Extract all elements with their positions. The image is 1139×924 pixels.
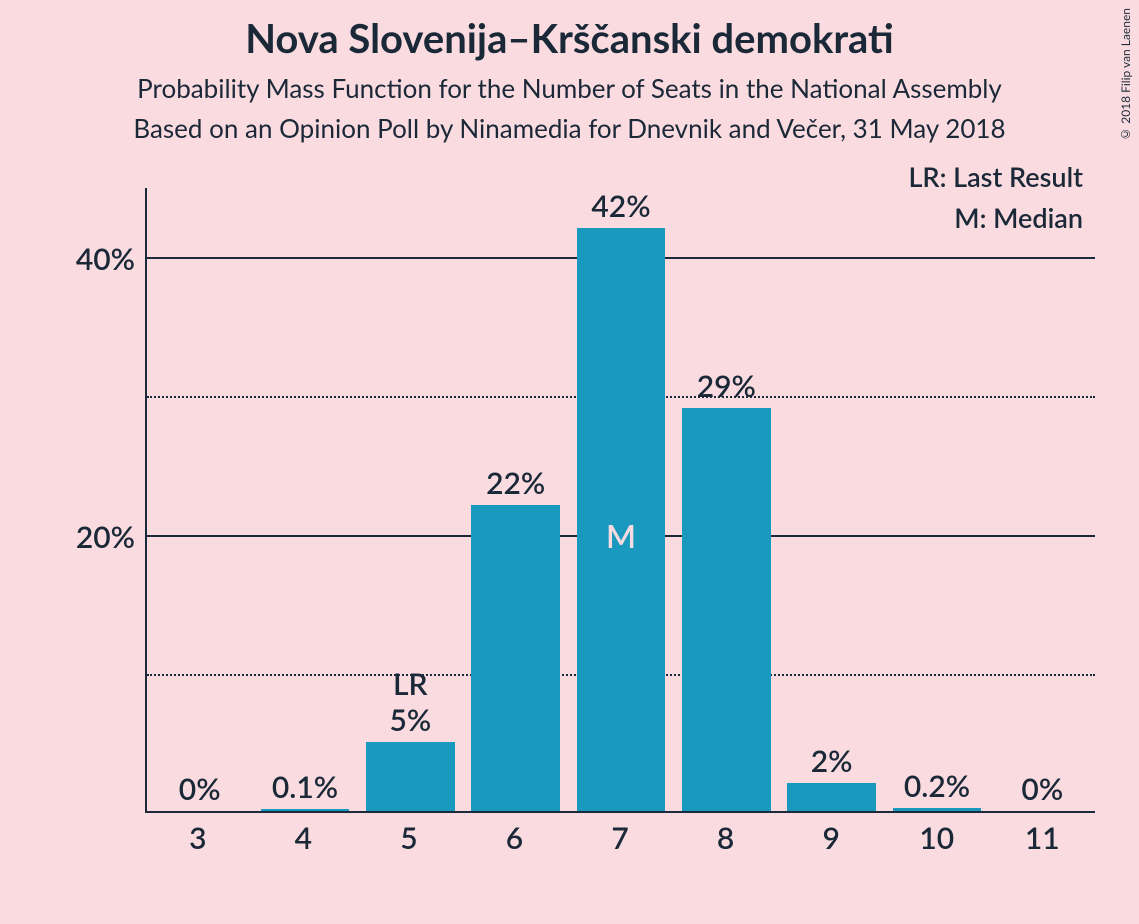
bar: 5%LR: [366, 742, 454, 811]
bar: 29%: [682, 408, 770, 811]
bar-value-label: 0%: [179, 771, 221, 807]
bar-value-label: 0%: [1021, 771, 1063, 807]
bar-slot: 2%: [779, 188, 884, 811]
x-tick-label: 9: [778, 820, 884, 856]
x-tick-label: 3: [145, 820, 251, 856]
bars-container: 0%0.1%5%LR22%42%M29%2%0.2%0%: [147, 188, 1095, 811]
bar: 42%M: [577, 228, 665, 811]
x-tick-label: 10: [884, 820, 990, 856]
bar-value-label: 0.2%: [904, 768, 970, 804]
bar-value-label: 42%: [591, 188, 650, 224]
bar-value-label: 5%: [389, 702, 431, 738]
bar-slot: 22%: [463, 188, 568, 811]
bar-value-label: 0.1%: [272, 769, 338, 805]
x-tick-label: 6: [462, 820, 568, 856]
x-tick-label: 8: [673, 820, 779, 856]
chart-title: Nova Slovenija–Krščanski demokrati: [0, 14, 1139, 62]
chart: LR: Last Result M: Median 40%20% 0%0.1%5…: [70, 188, 1100, 878]
bar-slot: 0%: [990, 188, 1095, 811]
x-axis-labels: 34567891011: [145, 820, 1095, 856]
x-tick-label: 7: [567, 820, 673, 856]
bar: 0.1%: [261, 809, 349, 811]
bar-slot: 0.2%: [884, 188, 989, 811]
bar-slot: 5%LR: [358, 188, 463, 811]
bar: 0.2%: [893, 808, 981, 811]
copyright-text: © 2018 Filip van Laenen: [1118, 8, 1133, 142]
chart-subtitle-1: Probability Mass Function for the Number…: [0, 68, 1139, 108]
x-tick-label: 5: [356, 820, 462, 856]
y-tick-label: 20%: [76, 519, 135, 555]
chart-subtitle-2: Based on an Opinion Poll by Ninamedia fo…: [0, 108, 1139, 148]
median-marker: M: [606, 516, 636, 555]
plot-area: LR: Last Result M: Median 40%20% 0%0.1%5…: [145, 188, 1095, 813]
lr-marker: LR: [393, 666, 428, 702]
titles: Nova Slovenija–Krščanski demokrati Proba…: [0, 0, 1139, 149]
bar-value-label: 2%: [811, 743, 853, 779]
bar-value-label: 22%: [486, 465, 545, 501]
x-tick-label: 4: [251, 820, 357, 856]
bar: 22%: [471, 505, 559, 811]
bar: 2%: [787, 783, 875, 811]
bar-slot: 0.1%: [252, 188, 357, 811]
bar-slot: 0%: [147, 188, 252, 811]
x-tick-label: 11: [990, 820, 1096, 856]
bar-value-label: 29%: [697, 368, 756, 404]
bar-slot: 42% M: [568, 188, 673, 811]
bar-slot: 29%: [674, 188, 779, 811]
y-tick-label: 40%: [76, 241, 135, 277]
